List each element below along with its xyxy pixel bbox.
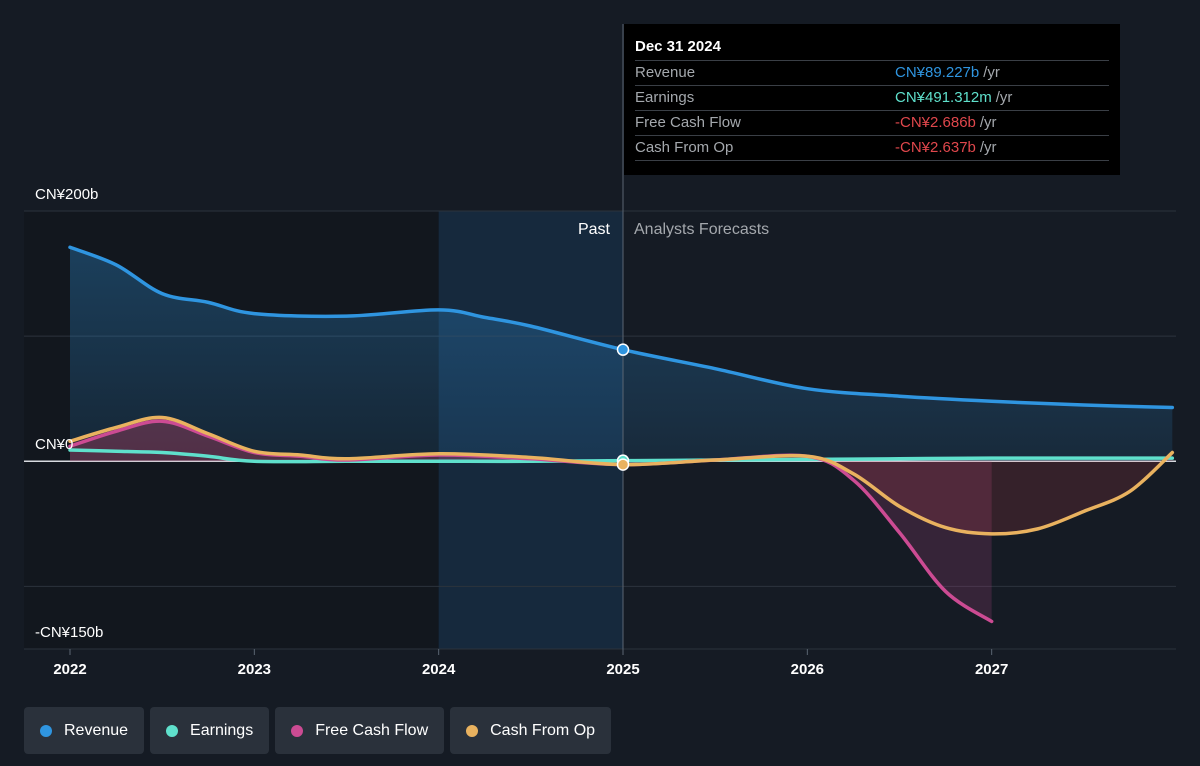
x-tick-label: 2025: [606, 661, 639, 678]
tooltip-row-value: -CN¥2.686b: [895, 114, 976, 131]
tooltip-row-label: Free Cash Flow: [635, 114, 741, 131]
tooltip: Dec 31 2024 Revenue CN¥89.227b/yr Earnings…: [624, 24, 1120, 175]
tooltip-row-unit: /yr: [983, 64, 1000, 81]
legend-item-revenue[interactable]: Revenue: [24, 707, 145, 754]
cash-from-op-line: [68, 415, 1175, 536]
legend-item-earnings[interactable]: Earnings: [150, 707, 270, 754]
cash-from-op-marker: [616, 458, 630, 471]
revenue-line: [68, 245, 1175, 410]
legend-label: Cash From Op: [490, 721, 596, 739]
y-axis-labels: CN¥200b CN¥0 -CN¥150b: [35, 186, 103, 641]
legend-item-free-cash-flow[interactable]: Free Cash Flow: [275, 707, 445, 754]
earnings-line: [68, 448, 1175, 464]
legend-dot-icon: [166, 724, 179, 737]
tooltip-row-label: Cash From Op: [635, 139, 734, 156]
tooltip-row-unit: /yr: [979, 114, 997, 131]
legend-dot-icon: [466, 724, 479, 737]
legend-label: Free Cash Flow: [315, 721, 429, 739]
tooltip-date: Dec 31 2024: [635, 38, 721, 55]
x-tick-label: 2026: [791, 661, 824, 678]
tooltip-row: Earnings CN¥491.312m/yr: [635, 85, 1109, 110]
x-tick-label: 2027: [975, 661, 1008, 678]
x-axis-ticks: 2022 2023 2024 2025 2026 2027: [53, 649, 1008, 678]
tooltip-row-value: CN¥491.312m: [895, 89, 992, 106]
tooltip-row: Revenue CN¥89.227b/yr: [635, 60, 1109, 85]
cash-from-op-area: [70, 417, 1173, 534]
y-axis-label: CN¥0: [35, 436, 73, 453]
x-tick-label: 2022: [53, 661, 86, 678]
past-label: Past: [578, 221, 611, 238]
tooltip-row-unit: /yr: [979, 139, 997, 156]
tooltip-row-label: Earnings: [635, 89, 695, 106]
present-markers: [616, 343, 630, 471]
legend-dot-icon: [40, 724, 52, 737]
tooltip-row-value: -CN¥2.637b: [895, 139, 976, 156]
y-axis-label: CN¥200b: [35, 186, 98, 203]
tooltip-rows: Revenue CN¥89.227b/yr Earnings CN¥491.312m /…: [635, 60, 1109, 161]
forecast-label: Analysts Forecasts: [634, 221, 769, 238]
y-axis-label: -CN¥150b: [35, 624, 103, 641]
series-lines: [68, 245, 1175, 624]
tooltip-row: Free Cash Flow -CN¥2.686b/yr: [635, 110, 1109, 135]
tooltip-row: Cash From Op -CN¥2.637b/yr: [635, 135, 1109, 161]
legend-label: Earnings: [190, 721, 254, 739]
legend-dot-icon: [291, 724, 304, 737]
tooltip-row-label: Revenue: [635, 64, 696, 81]
x-tick-label: 2024: [422, 661, 456, 678]
tooltip-row-value: CN¥89.227b: [895, 64, 980, 81]
legend-label: Revenue: [64, 721, 129, 739]
legend: Revenue Earnings Free Cash Flow Cash From O…: [24, 707, 612, 754]
x-tick-label: 2023: [238, 661, 271, 678]
legend-item-cash-from-op[interactable]: Cash From Op: [450, 707, 612, 754]
revenue-marker: [616, 343, 630, 356]
tooltip-row-unit: /yr: [995, 89, 1013, 106]
